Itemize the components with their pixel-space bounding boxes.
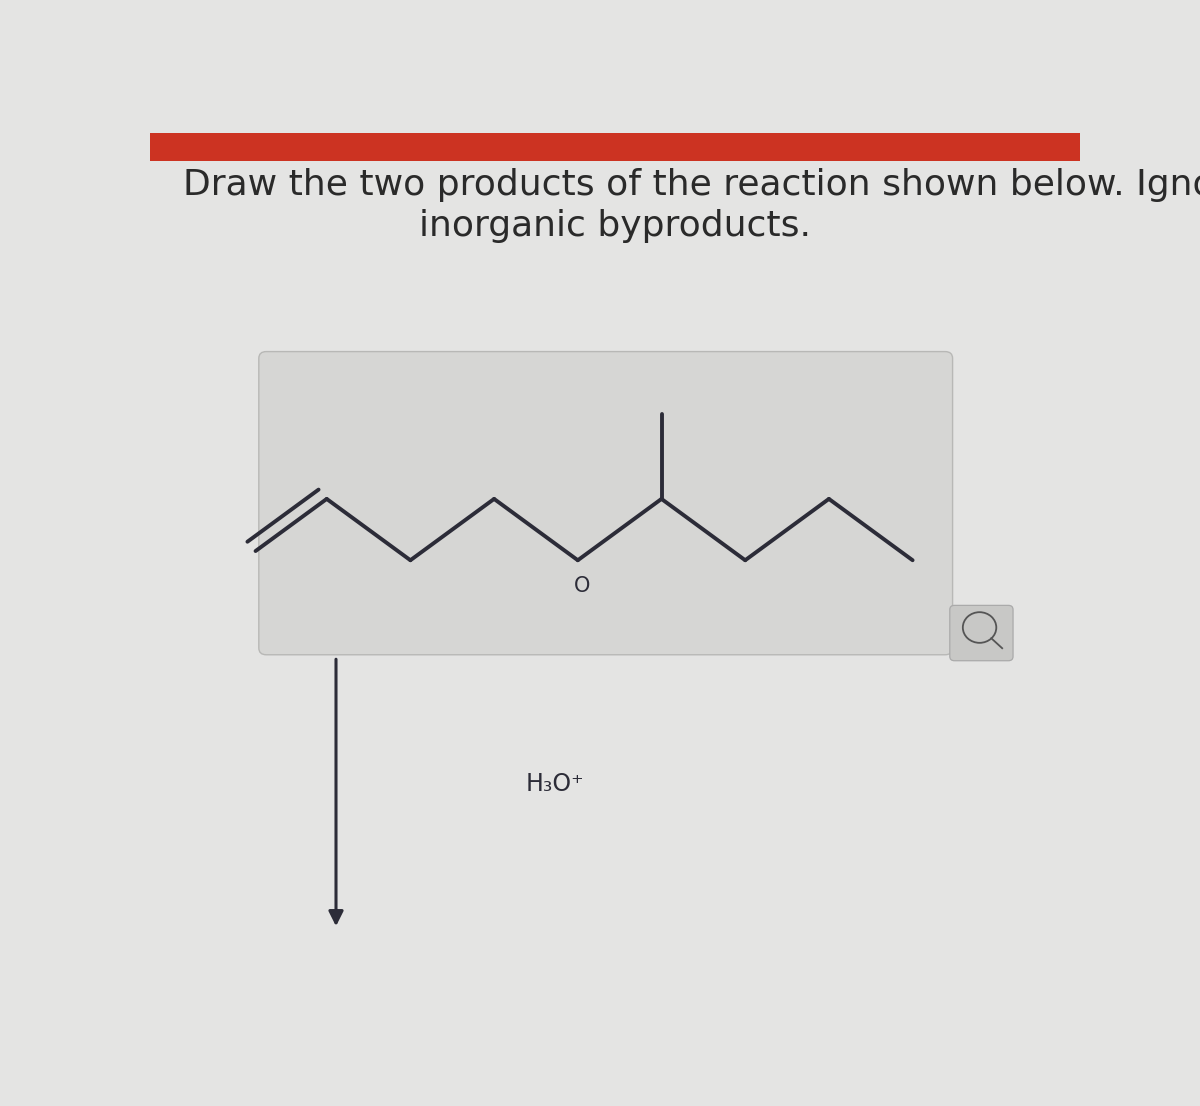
Bar [150,133,1080,160]
Text: O: O [575,575,590,595]
FancyBboxPatch shape [950,605,1013,660]
FancyBboxPatch shape [259,352,953,655]
Text: inorganic byproducts.: inorganic byproducts. [419,209,811,243]
Text: H₃O⁺: H₃O⁺ [526,772,584,796]
Text: Draw the two products of the reaction shown below. Ignore: Draw the two products of the reaction sh… [182,168,1200,202]
